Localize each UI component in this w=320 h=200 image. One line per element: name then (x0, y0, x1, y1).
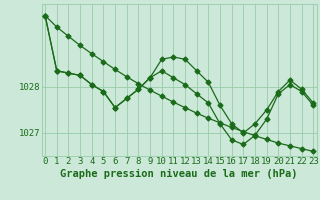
X-axis label: Graphe pression niveau de la mer (hPa): Graphe pression niveau de la mer (hPa) (60, 169, 298, 179)
